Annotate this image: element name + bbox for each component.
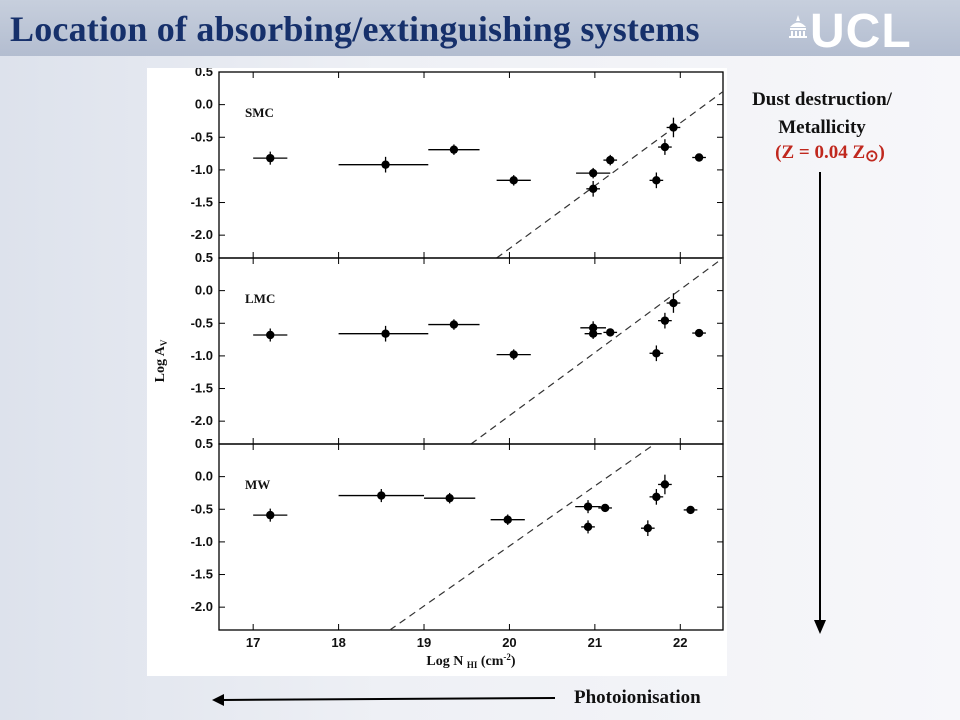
lmc-data-point [652, 349, 661, 358]
mw-data-point [600, 503, 610, 513]
x-axis-label: Log N HI (cm-2) [426, 652, 516, 670]
y-tick-label: 0.0 [195, 469, 213, 484]
x-tick-label: 21 [588, 635, 602, 650]
smc-data-point [381, 160, 390, 169]
lmc-data-point [509, 350, 518, 359]
extinction-chart: 0.5 0.0 -0.5 -1.0 -1.5 -2.0 SMC 0.5 0.0 -0.5 -1.0 -… [153, 68, 724, 670]
slide-title: Location of absorbing/extinguishing syst… [10, 9, 700, 49]
smc-data-point [588, 168, 598, 178]
mw-data-point [643, 523, 653, 533]
smc-data-point [694, 153, 704, 162]
smc-data-point [266, 153, 275, 163]
mw-panel-frame [218, 443, 724, 631]
y-tick-label: -2.0 [191, 227, 213, 242]
y-tick-label: -2.0 [191, 599, 213, 614]
smc-panel-label: SMC [245, 105, 274, 120]
mw-data-point [652, 492, 661, 502]
lmc-data-point [669, 298, 678, 308]
lmc-data-point [588, 329, 598, 338]
x-tick-label: 19 [417, 635, 431, 650]
y-tick-label: -1.0 [191, 348, 213, 363]
y-tick-label: -2.0 [191, 413, 213, 428]
lmc-data-point [381, 329, 390, 338]
mw-data-point [583, 522, 593, 532]
smc-dashed-line [496, 91, 724, 259]
y-axis-label: Log AV [153, 339, 169, 382]
mw-data-point [686, 505, 695, 515]
mw-data-point [445, 493, 454, 503]
lmc-data-point [606, 328, 615, 337]
mw-dashed-line [389, 443, 656, 631]
smc-data-point [652, 176, 661, 185]
y-tick-label: -0.5 [191, 501, 213, 516]
left-arrow-icon [212, 694, 556, 706]
x-tick-label: 22 [673, 635, 687, 650]
y-tick-label: -0.5 [191, 129, 213, 144]
mw-panel-label: MW [245, 477, 270, 492]
y-tick-label: 0.5 [195, 250, 213, 265]
x-tick-label: 18 [331, 635, 345, 650]
photoionisation-label: Photoionisation [574, 687, 701, 708]
y-tick-label: -1.5 [191, 195, 213, 210]
mw-data-point [503, 515, 512, 524]
mw-data-point [377, 491, 386, 500]
lmc-panel-frame [218, 257, 724, 445]
dust-line-1: Dust destruction/ [752, 89, 892, 110]
down-arrow-icon [814, 172, 826, 634]
smc-data-point [509, 176, 518, 185]
y-tick-label: -1.5 [191, 567, 213, 582]
lmc-data-point [588, 323, 598, 333]
lmc-data-point [449, 320, 459, 329]
y-tick-label: -0.5 [191, 315, 213, 330]
smc-data-point [660, 142, 670, 152]
metallicity-label: (Z = 0.04 Z⊙) [755, 142, 905, 166]
metallicity-prefix: (Z = 0.04 Z [775, 142, 866, 163]
y-tick-label: -1.5 [191, 381, 213, 396]
ucl-logo: UCL [788, 5, 938, 58]
y-tick-label: 0.0 [195, 283, 213, 298]
y-tick-label: -1.0 [191, 162, 213, 177]
smc-panel-frame [218, 71, 724, 259]
x-tick-label: 20 [502, 635, 516, 650]
dust-destruction-label: Dust destruction/ Metallicity [712, 86, 932, 142]
mw-data-point [583, 502, 593, 511]
y-tick-label: 0.0 [195, 97, 213, 112]
y-tick-label: 0.5 [195, 68, 213, 79]
mw-data-point [266, 510, 275, 520]
x-tick-label: 17 [246, 635, 260, 650]
chart-panel: 0.5 0.0 -0.5 -1.0 -1.5 -2.0 SMC 0.5 0.0 -0.5 -1.0 -… [147, 68, 727, 676]
lmc-dashed-line [470, 257, 724, 445]
smc-data-point [669, 123, 678, 132]
ucl-logo-text: UCL [810, 5, 912, 58]
lmc-data-point [694, 328, 704, 338]
y-tick-label: 0.5 [195, 436, 213, 451]
smc-data-point [449, 145, 459, 154]
y-tick-label: -1.0 [191, 534, 213, 549]
solar-symbol: ⊙ [865, 148, 879, 165]
lmc-panel-label: LMC [245, 291, 275, 306]
lmc-data-point [266, 330, 275, 340]
metallicity-suffix: ) [878, 142, 885, 163]
smc-data-point [588, 184, 598, 194]
title-bar: Location of absorbing/extinguishing syst… [0, 0, 960, 58]
portico-dome-icon [789, 15, 807, 38]
smc-data-point [606, 155, 615, 165]
dust-line-2: Metallicity [778, 117, 866, 138]
lmc-data-point [660, 316, 670, 325]
mw-data-point [660, 480, 670, 489]
